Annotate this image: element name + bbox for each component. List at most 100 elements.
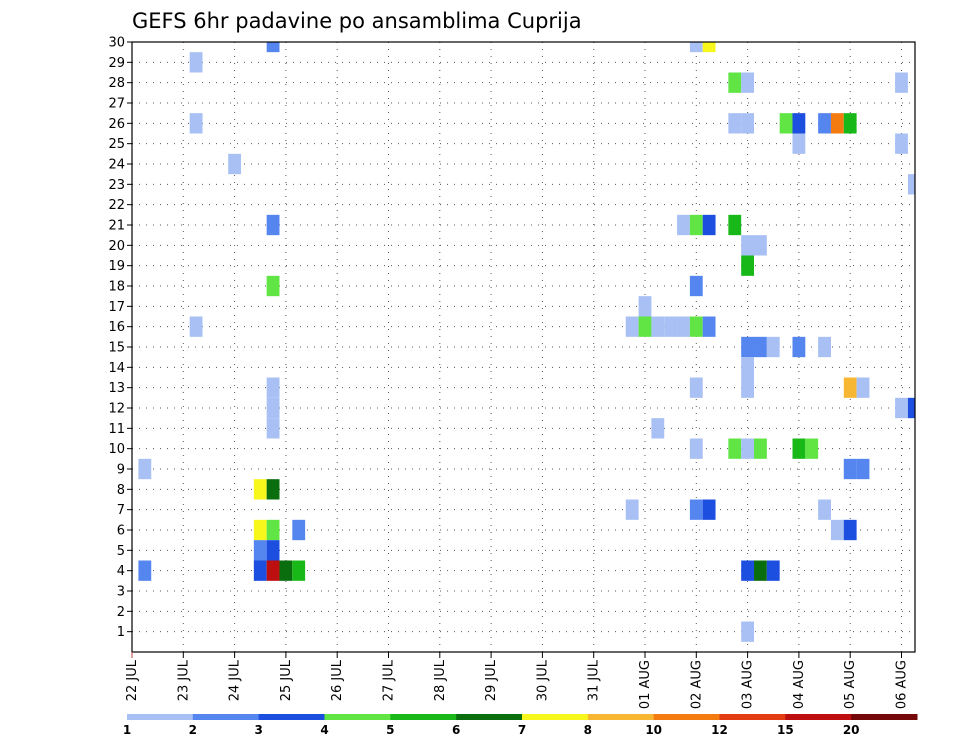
y-tick-label: 24 — [108, 158, 125, 173]
x-tick-label: 01 AUG — [638, 660, 653, 709]
y-tick-label: 20 — [108, 239, 125, 254]
precip-cell — [741, 377, 755, 398]
precip-cell — [689, 499, 703, 520]
precip-cell — [625, 316, 639, 337]
y-tick-label: 13 — [108, 381, 125, 396]
legend-label: 5 — [386, 723, 394, 737]
y-tick-label: 11 — [108, 422, 125, 437]
cells-layer — [138, 42, 915, 642]
precip-cell — [741, 113, 755, 134]
precip-cell — [689, 275, 703, 297]
precip-cell — [792, 438, 806, 459]
precip-cell — [830, 519, 844, 541]
precip-cell — [895, 72, 908, 93]
precip-cell — [843, 113, 857, 134]
precip-cell — [843, 377, 857, 398]
precip-cell — [856, 458, 870, 480]
precip-cell — [728, 72, 742, 93]
precip-cell — [702, 499, 716, 520]
y-tick-label: 15 — [108, 341, 125, 356]
precip-cell — [766, 336, 780, 358]
x-tick-label: 02 AUG — [689, 660, 704, 709]
y-tick-label: 7 — [117, 503, 125, 518]
precip-cell — [292, 560, 306, 581]
legend-swatch — [390, 714, 457, 720]
precip-cell — [766, 560, 780, 581]
precip-cell — [895, 397, 908, 419]
y-tick-label: 23 — [108, 178, 125, 193]
x-tick-label: 28 JUL — [433, 659, 448, 701]
y-tick-label: 12 — [108, 402, 125, 417]
y-tick-label: 25 — [108, 137, 125, 152]
precip-cell — [689, 316, 703, 337]
precip-cell — [189, 316, 203, 337]
x-tick-label: 04 AUG — [792, 660, 807, 709]
legend-label: 10 — [645, 723, 662, 737]
precip-cell — [266, 397, 280, 419]
precip-cell — [253, 479, 267, 500]
precip-cell — [253, 540, 267, 561]
precip-cell — [189, 52, 203, 73]
y-tick-label: 22 — [108, 198, 125, 213]
precip-cell — [266, 560, 280, 581]
x-tick-label: 06 AUG — [895, 660, 910, 709]
y-tick-label: 29 — [108, 56, 125, 71]
precip-cell — [728, 438, 742, 459]
precip-cell — [266, 479, 280, 500]
precip-cell — [741, 72, 755, 93]
precip-cell — [895, 133, 908, 154]
precip-cell — [792, 336, 806, 358]
legend-label: 15 — [777, 723, 794, 737]
precip-cell — [266, 540, 280, 561]
legend-label: 3 — [254, 723, 262, 737]
precip-cell — [677, 214, 690, 236]
x-tick-label: 31 JUL — [587, 659, 602, 701]
x-tick-label: 05 AUG — [843, 660, 858, 709]
precip-cell — [266, 519, 280, 541]
precip-cell — [754, 560, 767, 581]
x-tick-label: 29 JUL — [484, 659, 499, 701]
precip-cell — [779, 113, 793, 134]
precip-cell — [754, 336, 767, 358]
legend-label: 8 — [584, 723, 592, 737]
legend: 1 2 3 4 5 6 7 8 10 12 15 20 — [123, 714, 918, 737]
legend-swatch — [192, 714, 260, 720]
y-tick-label: 30 — [108, 36, 125, 51]
legend-swatch — [324, 714, 391, 720]
legend-label: 2 — [189, 723, 197, 737]
precip-cell — [741, 255, 755, 276]
precip-cell — [805, 438, 819, 459]
precip-cell — [818, 499, 831, 520]
legend-swatch — [522, 714, 589, 720]
precip-cell — [638, 316, 652, 337]
precip-cell — [651, 316, 665, 337]
precip-cell — [818, 113, 831, 134]
precip-cell — [266, 377, 280, 398]
chart-title: GEFS 6hr padavine po ansamblima Cuprija — [132, 9, 582, 33]
precip-cell — [754, 235, 767, 256]
precip-cell — [689, 42, 703, 53]
x-tick-label: 26 JUL — [330, 659, 345, 701]
y-tick-label: 26 — [108, 117, 125, 132]
precip-cell — [741, 438, 755, 459]
x-tick-label: 25 JUL — [279, 659, 294, 701]
legend-label: 7 — [518, 723, 526, 737]
legend-swatch — [719, 714, 786, 720]
legend-swatch — [653, 714, 720, 720]
y-tick-label: 28 — [108, 76, 125, 91]
y-tick-label: 4 — [117, 564, 125, 579]
precip-cell — [689, 214, 703, 236]
precip-cell — [702, 316, 716, 337]
legend-label: 12 — [711, 723, 728, 737]
precip-cell — [702, 42, 716, 53]
y-tick-label: 16 — [108, 320, 125, 335]
x-tick-label: 30 JUL — [535, 659, 550, 701]
precip-cell — [741, 560, 755, 581]
x-tick-label: 22 JUL — [125, 659, 140, 701]
precip-cell — [728, 214, 742, 236]
precip-cell — [292, 519, 306, 541]
legend-label: 6 — [452, 723, 460, 737]
y-tick-label: 14 — [108, 361, 125, 376]
precip-cell — [843, 519, 857, 541]
precip-cell — [664, 316, 678, 337]
